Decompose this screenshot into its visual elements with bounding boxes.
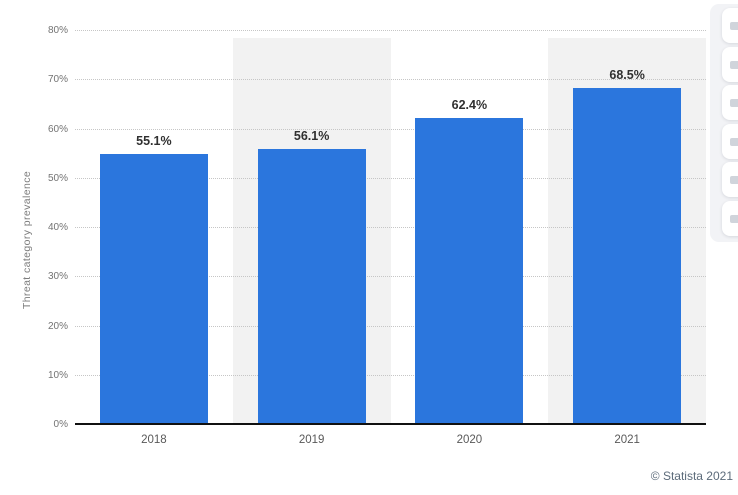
x-tick-label-2019: 2019	[298, 434, 325, 446]
copyright-notice: © Statista 2021	[650, 469, 733, 483]
side-toolbar-button-5[interactable]	[722, 162, 738, 198]
y-tick-label-20%: 20%	[47, 320, 68, 332]
x-tick-label-2020: 2020	[456, 434, 483, 446]
gridline-60	[75, 128, 706, 130]
toolbar-icon	[730, 176, 738, 185]
side-toolbar-button-6[interactable]	[722, 201, 738, 236]
bar-2020[interactable]	[415, 117, 524, 424]
toolbar-icon	[730, 215, 738, 223]
toolbar-icon	[730, 22, 738, 30]
side-toolbar-button-1[interactable]	[722, 8, 738, 43]
toolbar-icon	[730, 137, 738, 146]
bar-2018[interactable]	[99, 153, 208, 424]
bar-2021[interactable]	[573, 87, 682, 424]
y-tick-label-60%: 60%	[47, 123, 68, 135]
toolbar-icon	[730, 60, 738, 69]
x-tick-label-2018: 2018	[141, 434, 167, 446]
gridline-10	[75, 374, 706, 376]
x-tick-label-2021: 2021	[614, 434, 640, 446]
side-toolbar-button-3[interactable]	[722, 85, 738, 121]
x-axis-line	[75, 423, 706, 425]
y-tick-label-30%: 30%	[47, 271, 68, 283]
y-tick-label-40%: 40%	[47, 222, 68, 233]
gridline-50	[75, 177, 706, 179]
gridline-30	[75, 276, 706, 278]
y-tick-label-70%: 70%	[47, 74, 68, 86]
bar-2019[interactable]	[257, 148, 366, 424]
side-toolbar-button-4[interactable]	[722, 123, 738, 159]
bar-value-label-2020: 62.4%	[451, 97, 488, 112]
gridline-70	[75, 79, 706, 81]
y-axis-title: Threat category prevalence	[21, 170, 33, 310]
side-toolbar-button-2[interactable]	[722, 46, 738, 82]
toolbar-icon	[730, 99, 738, 108]
y-tick-label-10%: 10%	[47, 369, 68, 381]
gridline-20	[75, 325, 706, 327]
bar-value-label-2018: 55.1%	[136, 133, 172, 148]
y-tick-label-0%: 0%	[53, 419, 68, 430]
gridline-80	[75, 30, 706, 31]
y-tick-label-80%: 80%	[47, 25, 68, 36]
gridline-40	[75, 227, 706, 228]
bar-value-label-2021: 68.5%	[609, 67, 645, 82]
bar-value-label-2019: 56.1%	[293, 128, 330, 143]
y-tick-label-50%: 50%	[47, 172, 68, 184]
